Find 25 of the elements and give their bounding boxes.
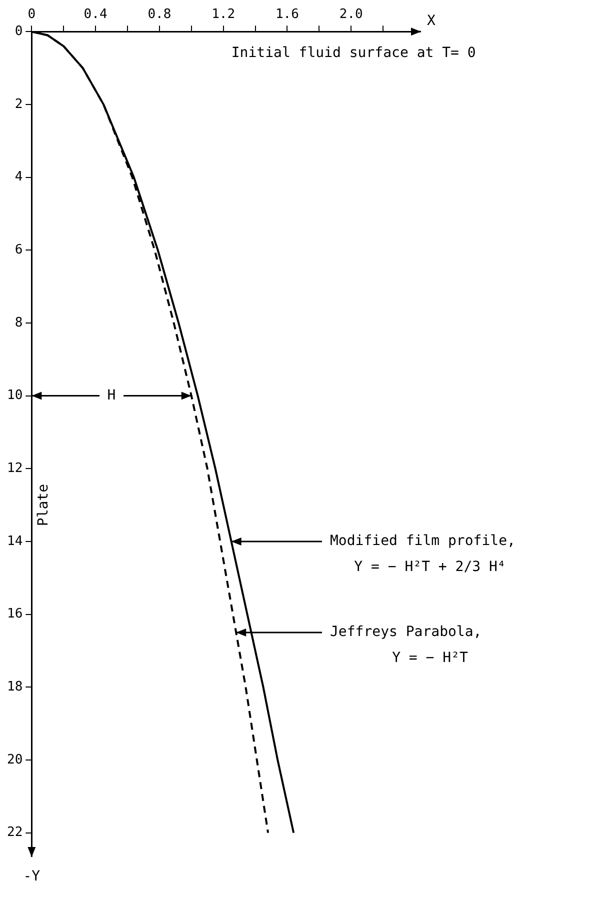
annotation: Jeffreys Parabola, Y = − H²T [330, 624, 482, 666]
y-tick-label: 22 [6, 825, 23, 840]
y-tick-label: 18 [6, 679, 23, 694]
annotation: Plate [35, 484, 52, 526]
x-tick-label: 1.2 [212, 7, 236, 22]
y-tick-label: 14 [6, 534, 23, 549]
y-tick-label: 16 [6, 606, 23, 622]
y-axis-title: -Y [23, 868, 41, 885]
x-tick-label: 0 [28, 7, 36, 22]
y-tick-label: 2 [14, 96, 23, 112]
y-tick-label: 8 [14, 315, 23, 330]
y-tick-label: 10 [6, 388, 23, 404]
y-tick-label: 4 [14, 170, 23, 185]
annotation: Initial fluid surface at T= 0 [231, 45, 476, 62]
y-tick-label: 0 [14, 24, 23, 39]
x-tick-label: 2.0 [339, 7, 363, 22]
x-tick-label: 0.4 [84, 7, 108, 22]
x-axis-title: X [427, 13, 436, 30]
x-tick-label: 0.8 [148, 7, 172, 22]
y-tick-label: 12 [6, 460, 23, 476]
annotation: H [107, 387, 116, 404]
annotation: Modified film profile, Y = − H²T + 2/3 H⁴ [330, 533, 516, 576]
y-tick-label: 20 [6, 752, 23, 768]
x-tick-label: 1.6 [275, 7, 299, 22]
y-tick-label: 6 [14, 242, 23, 258]
